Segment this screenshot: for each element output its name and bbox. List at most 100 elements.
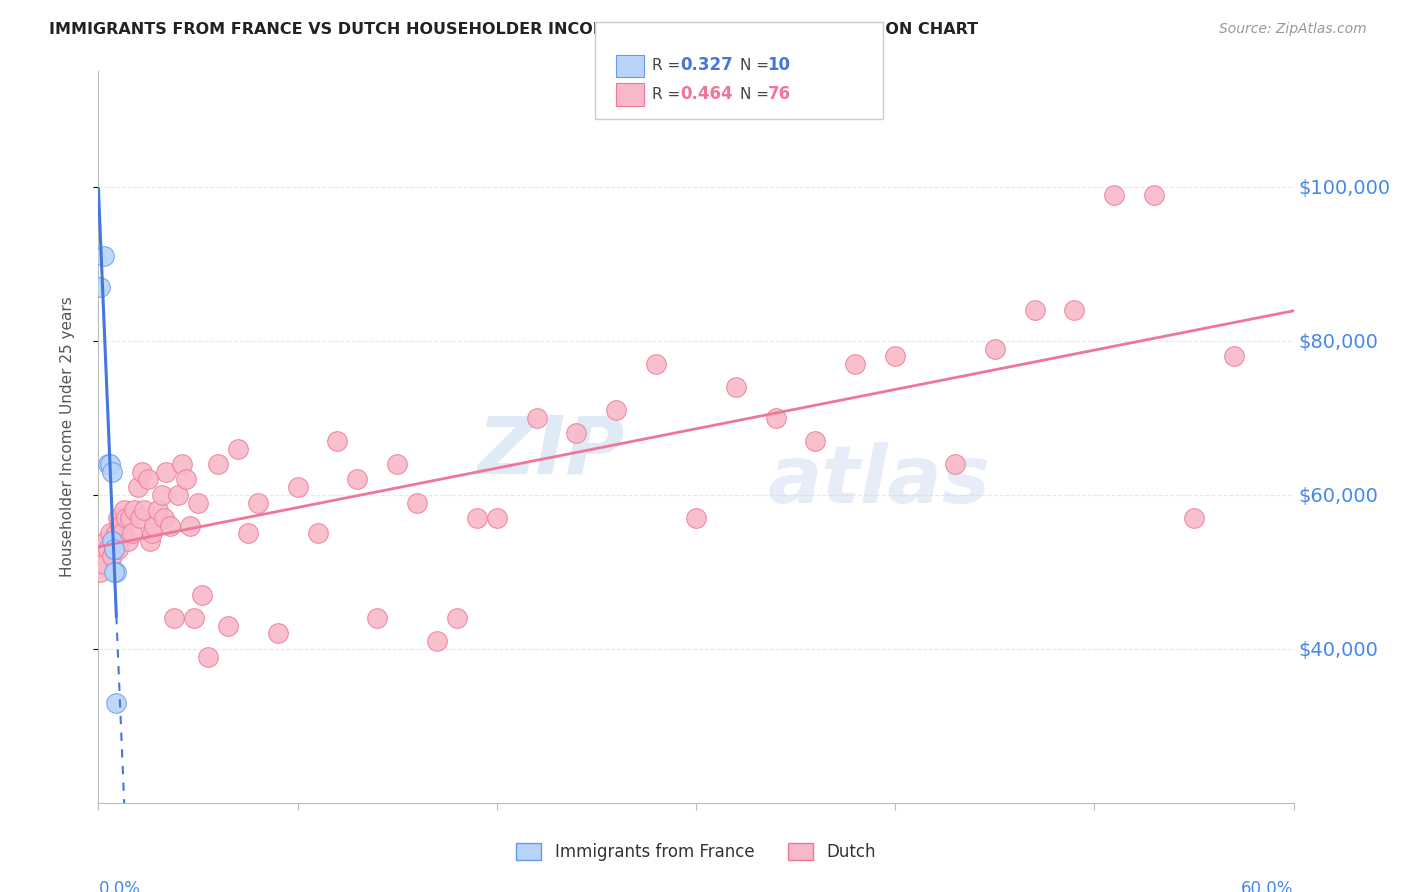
Point (101, 549, 124, 564)
Point (207, 457, 229, 471)
Point (307, 526, 329, 541)
Point (107, 541, 129, 556)
Point (139, 534, 162, 549)
Point (98, 526, 122, 541)
Point (685, 511, 707, 525)
Point (117, 534, 139, 549)
Point (93, 557, 115, 571)
Point (163, 611, 186, 625)
Point (287, 480, 309, 494)
Point (267, 626, 290, 640)
Point (246, 495, 269, 509)
Point (120, 511, 142, 525)
Point (406, 495, 429, 509)
Text: R =: R = (652, 87, 686, 102)
Legend: Immigrants from France, Dutch: Immigrants from France, Dutch (510, 836, 882, 868)
Point (103, 541, 125, 556)
Point (91, 541, 114, 556)
Text: R =: R = (652, 58, 686, 73)
Point (150, 488, 173, 502)
Text: 0.464: 0.464 (681, 85, 733, 103)
Point (565, 426, 588, 441)
Point (105, 696, 128, 710)
Point (465, 511, 488, 525)
Point (159, 518, 181, 533)
Point (446, 611, 468, 625)
Point (174, 472, 197, 486)
Point (136, 472, 159, 486)
Point (984, 342, 1007, 356)
Point (112, 503, 135, 517)
Text: 76: 76 (768, 85, 790, 103)
Text: 60.0%: 60.0% (1241, 880, 1294, 892)
Point (1024, 303, 1046, 318)
Point (645, 357, 668, 371)
Point (127, 480, 149, 494)
Text: 0.0%: 0.0% (98, 880, 141, 892)
Text: N =: N = (740, 87, 773, 102)
Point (191, 588, 214, 602)
Point (172, 457, 194, 471)
Point (943, 457, 966, 471)
Point (804, 434, 827, 448)
Point (134, 503, 156, 517)
Point (884, 349, 907, 363)
Point (526, 410, 548, 425)
Point (129, 511, 152, 525)
Text: atlas: atlas (768, 442, 990, 520)
Y-axis label: Householder Income Under 25 years: Householder Income Under 25 years (60, 297, 75, 577)
Point (141, 526, 163, 541)
Point (197, 649, 219, 664)
Point (217, 618, 239, 632)
Text: IMMIGRANTS FROM FRANCE VS DUTCH HOUSEHOLDER INCOME UNDER 25 YEARS CORRELATION CH: IMMIGRANTS FROM FRANCE VS DUTCH HOUSEHOL… (49, 22, 979, 37)
Point (366, 611, 388, 625)
Text: N =: N = (740, 58, 773, 73)
Point (1223, 349, 1246, 363)
Point (89, 280, 111, 294)
Point (89, 565, 111, 579)
Point (101, 534, 124, 549)
Point (187, 495, 209, 509)
Point (155, 465, 177, 479)
Point (110, 518, 132, 533)
Point (385, 457, 409, 471)
Point (183, 611, 205, 625)
Point (167, 488, 190, 502)
Point (426, 634, 449, 648)
Point (103, 534, 125, 549)
Text: 10: 10 (768, 56, 790, 74)
Point (105, 565, 128, 579)
Point (115, 511, 138, 525)
Point (96, 534, 118, 549)
Point (226, 442, 249, 456)
Point (98, 457, 122, 471)
Point (1182, 511, 1205, 525)
Point (93, 249, 115, 263)
Point (236, 526, 259, 541)
Point (97, 541, 120, 556)
Point (1063, 303, 1085, 318)
Point (143, 518, 166, 533)
Text: 0.327: 0.327 (681, 56, 734, 74)
Point (107, 511, 129, 525)
Text: Source: ZipAtlas.com: Source: ZipAtlas.com (1219, 22, 1367, 37)
Point (148, 503, 170, 517)
Point (346, 472, 368, 486)
Point (765, 410, 787, 425)
Point (111, 526, 134, 541)
Point (179, 518, 201, 533)
Point (844, 357, 866, 371)
Point (485, 511, 508, 525)
Point (605, 403, 627, 417)
Point (121, 526, 143, 541)
Point (153, 511, 176, 525)
Point (124, 503, 146, 517)
Point (97, 457, 120, 471)
Point (1143, 187, 1166, 202)
Point (1104, 187, 1126, 202)
Point (326, 434, 349, 448)
Point (724, 380, 747, 394)
Text: ZIP: ZIP (477, 413, 624, 491)
Point (105, 526, 128, 541)
Point (131, 465, 153, 479)
